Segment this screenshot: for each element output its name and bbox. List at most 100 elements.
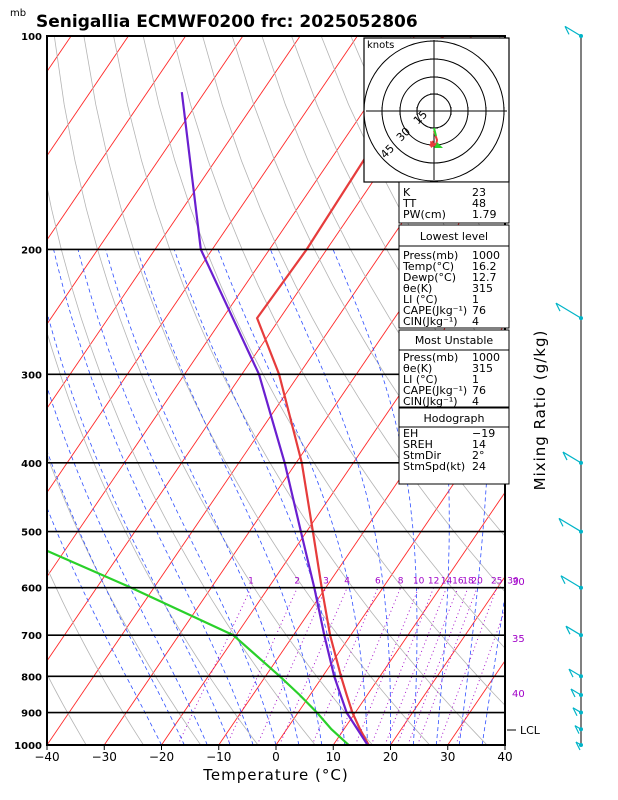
most-unstable-label: CAPE(Jkg⁻¹) [403, 384, 467, 397]
mixing-ratio-line [384, 587, 447, 745]
mixing-ratio-line [407, 587, 469, 745]
pressure-tick-label: 400 [21, 459, 42, 470]
parcel-profile [180, 91, 369, 745]
x-axis-label: Temperature (°C) [202, 766, 348, 784]
lowest-level-title: Lowest level [420, 230, 488, 243]
isotherm [47, 36, 186, 241]
mixing-ratio-line [396, 587, 459, 745]
dry-adiabat [142, 36, 505, 706]
mixing-ratio-line [279, 587, 348, 745]
mixing-ratio-line [354, 587, 420, 745]
mixing-ratio-label: 16 [452, 577, 464, 587]
storm-motion-marker [434, 142, 443, 148]
isotherm [275, 407, 505, 745]
x-tick-label: 0 [272, 750, 280, 764]
moist-adiabat [47, 449, 185, 745]
hodograph-row-label: SREH [403, 438, 433, 451]
hodograph-unit-label: knots [367, 40, 394, 51]
lowest-level-value: 76 [472, 304, 486, 317]
hodograph: knots 15 30 45 [363, 37, 510, 183]
lowest-level-value: 16.2 [472, 260, 497, 273]
temperature-axis: −40 −30 −20 −10 0 10 20 30 40 [34, 745, 513, 764]
pressure-tick-label: 200 [21, 245, 42, 256]
pressure-unit-label: mb [10, 8, 26, 19]
indices-table: K 23 TT 48 PW(cm) 1.79 Lowest level Press(mb)… [398, 181, 510, 485]
most-unstable-label: CIN(Jkg⁻¹) [403, 395, 458, 408]
x-tick-label: 40 [497, 750, 512, 764]
mixing-ratio-label: 25 [491, 577, 502, 587]
wind-barb-staff [565, 625, 582, 636]
hodograph-trace-low [433, 127, 437, 137]
isotherm [47, 36, 358, 494]
lowest-level-label: Temp(°C) [402, 260, 454, 273]
mixing-ratio-label: 6 [375, 577, 381, 587]
mixing-ratio-label: 14 [441, 577, 453, 587]
theta-label: 30 [512, 577, 525, 588]
lowest-level-label: Dewp(°C) [403, 271, 456, 284]
mixing-ratio-label: 1 [248, 577, 254, 587]
lowest-level-label: LI (°C) [403, 293, 438, 306]
mixing-ratio-label: 4 [344, 577, 350, 587]
wind-barb-flag [558, 518, 564, 527]
most-unstable-value: 1 [472, 373, 479, 386]
moist-adiabat [217, 249, 368, 745]
pressure-tick-label: 800 [21, 672, 42, 683]
lowest-level-label: CIN(Jkg⁻¹) [403, 315, 458, 328]
pressure-tick-label: 900 [21, 709, 42, 720]
dry-adiabat [588, 36, 618, 745]
index-label: K [403, 186, 411, 199]
wind-barb-staff [564, 25, 582, 37]
hodograph-table-title: Hodograph [424, 412, 485, 425]
dry-adiabat [202, 36, 505, 593]
dry-adiabat [47, 184, 316, 745]
mixing-ratio-axis-label: Mixing Ratio (g/kg) [531, 330, 549, 491]
pressure-tick-label: 100 [21, 32, 42, 43]
isotherm [103, 154, 505, 745]
pressure-tick-label: 300 [21, 370, 42, 381]
moist-adiabat [173, 249, 346, 745]
moist-adiabat [53, 249, 254, 745]
lowest-level-value: 4 [472, 315, 479, 328]
wind-barb-flag [560, 575, 566, 584]
index-label: TT [402, 197, 417, 210]
isotherm [332, 491, 505, 745]
hodograph-row-value: 2° [472, 449, 485, 462]
wind-barb-staff [568, 668, 582, 677]
wind-barb-flag [572, 707, 578, 717]
hodograph-row-value: 14 [472, 438, 486, 451]
dry-adiabat [231, 36, 505, 537]
background-grid [0, 36, 618, 745]
isotherm [47, 36, 244, 325]
wind-barb-flag [574, 725, 580, 734]
mixing-ratio-line [370, 587, 435, 745]
dewpoint-profile [47, 549, 350, 745]
wind-barb-flag [555, 302, 561, 312]
index-value: 48 [472, 197, 486, 210]
lowest-level-label: Press(mb) [403, 249, 458, 262]
moist-adiabat [77, 249, 277, 745]
wind-barb-staff [560, 575, 582, 589]
most-unstable-value: 4 [472, 395, 479, 408]
dry-adiabat [261, 36, 505, 482]
wind-barb-staff [562, 451, 582, 464]
x-tick-label: 20 [383, 750, 398, 764]
pressure-tick-label: 700 [21, 631, 42, 642]
wind-barb-staff [570, 688, 582, 696]
mixing-ratio-line [226, 587, 298, 745]
isotherm [47, 36, 129, 157]
lowest-level-value: 1000 [472, 249, 500, 262]
lowest-level-label: CAPE(Jkg⁻¹) [403, 304, 467, 317]
dry-adiabat [172, 36, 505, 649]
mixing-ratio-label: 3 [323, 577, 329, 587]
wind-barb-staff [574, 725, 582, 730]
mixing-ratio-line [177, 587, 252, 745]
index-value: 1.79 [472, 208, 497, 221]
moist-adiabat [481, 592, 505, 745]
mixing-ratio-label: 8 [398, 577, 404, 587]
x-tick-label: −30 [92, 750, 117, 764]
isotherm [0, 36, 14, 745]
lowest-level-value: 1 [472, 293, 479, 306]
pressure-tick-label: 600 [21, 584, 42, 595]
dry-adiabat [558, 36, 618, 745]
